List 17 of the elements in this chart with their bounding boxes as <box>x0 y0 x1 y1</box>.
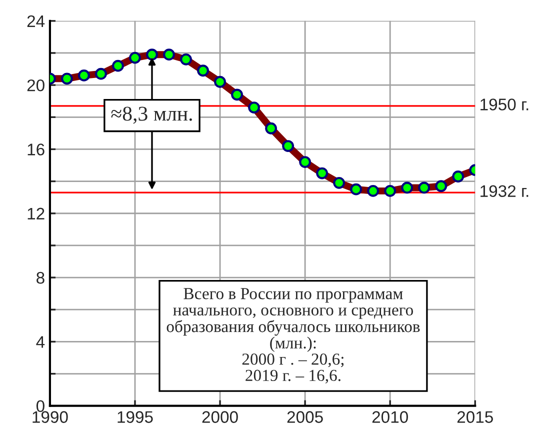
x-tick-label: 1990 <box>32 411 68 423</box>
ref-line-label: 1950 г. <box>480 98 528 110</box>
y-tick-label: 20 <box>27 79 44 92</box>
y-tick-label: 4 <box>36 336 45 348</box>
annotation: ≈8,3 млн. <box>111 106 192 124</box>
x-tick-label: 2000 <box>202 411 238 423</box>
x-tick-label: 2010 <box>372 411 408 423</box>
y-tick-label: 16 <box>28 144 44 156</box>
x-tick-label: 2015 <box>457 411 493 423</box>
x-tick-label: 1995 <box>118 411 153 423</box>
y-tick-label: 8 <box>36 272 44 284</box>
ref-line-label: 1932 г. <box>480 185 528 197</box>
annotation: Всего в России по программам начального, основного и среднего образования обучалось школьников (млн.): 2000 г . – 20,6; 2019 г. – 16,6. <box>166 288 420 384</box>
y-tick-label: 12 <box>28 208 44 220</box>
x-tick-label: 2005 <box>287 411 323 423</box>
y-tick-label: 0 <box>36 400 44 412</box>
y-tick-label: 24 <box>27 15 45 27</box>
